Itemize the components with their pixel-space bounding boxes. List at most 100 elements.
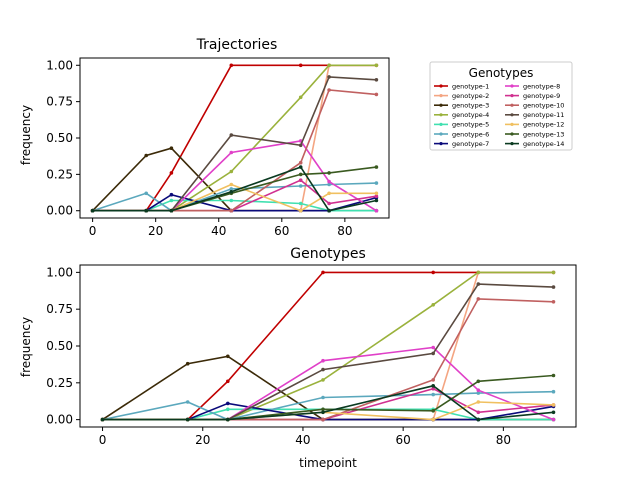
data-point bbox=[90, 208, 95, 213]
data-point bbox=[476, 417, 481, 422]
data-point bbox=[431, 345, 436, 350]
legend-entry-genotype-2: genotype-2 bbox=[434, 92, 489, 100]
data-point bbox=[229, 198, 234, 203]
data-point bbox=[327, 179, 331, 184]
legend-marker bbox=[510, 113, 514, 117]
data-point bbox=[327, 75, 331, 79]
legend-marker bbox=[439, 94, 443, 98]
data-point bbox=[327, 208, 331, 213]
data-point bbox=[185, 361, 190, 366]
legend-marker bbox=[439, 113, 443, 117]
data-point bbox=[169, 146, 174, 150]
y-tick-label: 1.00 bbox=[46, 265, 73, 279]
series-genotype-14 bbox=[100, 384, 556, 422]
legend-marker bbox=[510, 94, 514, 98]
data-point bbox=[327, 171, 331, 175]
data-point bbox=[298, 95, 303, 100]
data-point bbox=[551, 410, 556, 415]
data-point bbox=[431, 417, 436, 422]
data-point bbox=[229, 182, 234, 187]
data-point bbox=[144, 191, 148, 196]
legend-entry-genotype-6: genotype-6 bbox=[434, 130, 489, 138]
data-point bbox=[321, 378, 325, 382]
data-point bbox=[226, 354, 230, 359]
chart-title: Trajectories bbox=[196, 37, 278, 53]
data-point bbox=[100, 417, 105, 422]
data-point bbox=[551, 403, 556, 407]
legend-entry-genotype-8: genotype-8 bbox=[505, 82, 560, 90]
data-point bbox=[476, 410, 481, 415]
data-point bbox=[321, 270, 325, 275]
legend-marker bbox=[510, 132, 514, 136]
data-point bbox=[229, 133, 234, 137]
data-point bbox=[226, 379, 230, 384]
data-point bbox=[298, 63, 303, 68]
data-point bbox=[169, 171, 174, 175]
data-point bbox=[321, 358, 325, 363]
y-tick-label: 0.25 bbox=[46, 376, 73, 390]
legend-entry-genotype-13: genotype-13 bbox=[505, 130, 564, 138]
data-point bbox=[226, 401, 230, 406]
data-point bbox=[431, 270, 436, 275]
data-point bbox=[327, 182, 331, 187]
plot-area: 0 20 40 60 80 0.00 0.25 0.50 0.75 1.00 bbox=[46, 264, 577, 447]
legend-marker bbox=[439, 122, 443, 126]
legend-entry-genotype-3: genotype-3 bbox=[434, 102, 489, 110]
data-point bbox=[476, 282, 481, 286]
data-point bbox=[551, 285, 556, 289]
data-point bbox=[226, 407, 230, 412]
data-point bbox=[374, 63, 379, 68]
legend-marker bbox=[439, 142, 443, 146]
data-point bbox=[431, 384, 436, 388]
data-point bbox=[321, 410, 325, 415]
data-point bbox=[298, 143, 303, 148]
legend-label: genotype-12 bbox=[523, 121, 564, 129]
data-point bbox=[431, 392, 436, 397]
legend-label: genotype-14 bbox=[523, 140, 564, 148]
data-point bbox=[169, 198, 174, 203]
data-point bbox=[298, 201, 303, 206]
y-tick-label: 0.00 bbox=[46, 413, 73, 427]
legend-label: genotype-9 bbox=[523, 92, 560, 100]
data-point bbox=[229, 208, 234, 213]
data-point bbox=[327, 191, 331, 196]
legend-marker bbox=[510, 103, 514, 107]
trajectories-chart: Trajectories frequency 0 20 40 60 80 0.00 0.25… bbox=[19, 37, 390, 238]
legend-entry-genotype-11: genotype-11 bbox=[505, 111, 564, 119]
legend-label: genotype-10 bbox=[523, 102, 564, 110]
x-tick-label: 80 bbox=[496, 433, 511, 447]
data-point bbox=[327, 63, 331, 68]
chart-title: Genotypes bbox=[290, 246, 365, 262]
data-point bbox=[374, 208, 379, 213]
data-point bbox=[551, 417, 556, 422]
y-tick-label: 0.25 bbox=[46, 167, 73, 181]
series-genotype-14 bbox=[90, 165, 379, 213]
data-point bbox=[476, 400, 481, 404]
y-tick-label: 0.75 bbox=[46, 95, 73, 109]
data-point bbox=[431, 303, 436, 307]
x-tick-label: 0 bbox=[99, 433, 107, 447]
data-point bbox=[551, 389, 556, 394]
x-tick-label: 0 bbox=[89, 224, 97, 238]
data-point bbox=[431, 378, 436, 382]
data-point bbox=[298, 172, 303, 177]
data-point bbox=[431, 386, 436, 391]
legend-marker bbox=[439, 84, 443, 88]
data-point bbox=[298, 165, 303, 169]
data-point bbox=[476, 379, 481, 384]
data-point bbox=[551, 373, 556, 378]
legend-entry-genotype-4: genotype-4 bbox=[434, 111, 489, 119]
legend-label: genotype-3 bbox=[452, 102, 489, 110]
legend-entry-genotype-7: genotype-7 bbox=[434, 140, 489, 148]
data-point bbox=[374, 191, 379, 196]
data-point bbox=[144, 208, 148, 213]
legend-entry-genotype-12: genotype-12 bbox=[505, 121, 564, 129]
data-point bbox=[321, 367, 325, 372]
data-point bbox=[298, 178, 303, 182]
data-point bbox=[476, 388, 481, 393]
legend-entry-genotype-10: genotype-10 bbox=[505, 102, 564, 110]
y-tick-label: 0.00 bbox=[46, 204, 73, 218]
data-point bbox=[169, 208, 174, 213]
data-point bbox=[229, 187, 234, 191]
x-axis-label: timepoint bbox=[299, 456, 357, 470]
